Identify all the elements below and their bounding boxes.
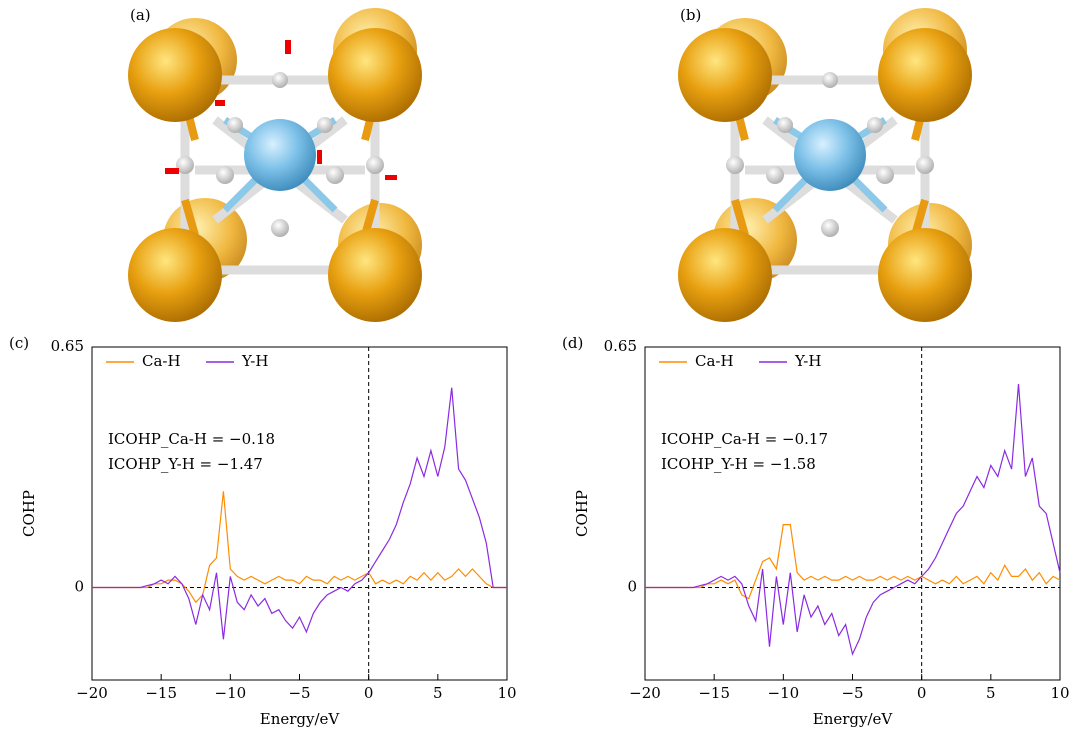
x-tick-label: −15 [145, 684, 177, 702]
x-tick-label: −20 [629, 684, 661, 702]
y-tick-label: 0.65 [51, 337, 84, 355]
y-tick-label: 0.65 [604, 337, 637, 355]
legend-label: Y-H [794, 352, 821, 370]
x-tick-label: −10 [215, 684, 247, 702]
line-series [92, 387, 507, 640]
plot-frame [91, 346, 508, 681]
legend-label: Ca-H [695, 352, 734, 370]
line-series [645, 383, 1061, 656]
plot-frame [644, 346, 1061, 681]
x-tick-label: 5 [433, 684, 443, 702]
x-tick-label: 10 [497, 684, 516, 702]
annotation: ICOHP_Y-H = −1.58 [661, 455, 816, 473]
x-tick-label: −20 [76, 684, 108, 702]
x-axis-label: Energy/eV [813, 710, 894, 728]
line-series [645, 524, 1061, 600]
legend-label: Y-H [241, 352, 268, 370]
x-tick-label: −5 [841, 684, 863, 702]
legend-label: Ca-H [142, 352, 181, 370]
x-tick-label: 10 [1050, 684, 1069, 702]
y-tick-label: 0 [627, 578, 637, 596]
arrows [165, 40, 397, 180]
y-axis-label: COHP [573, 490, 591, 537]
x-tick-label: −5 [288, 684, 310, 702]
x-tick-label: −10 [768, 684, 800, 702]
panel-label: (d) [562, 334, 583, 352]
line-series [92, 491, 507, 604]
x-tick-label: 0 [917, 684, 927, 702]
x-axis-label: Energy/eV [260, 710, 341, 728]
annotation: ICOHP_Y-H = −1.47 [108, 455, 263, 473]
structure-b [678, 8, 972, 322]
annotation: ICOHP_Ca-H = −0.18 [108, 430, 275, 448]
x-tick-label: 5 [986, 684, 996, 702]
y-tick-label: 0 [74, 578, 84, 596]
panel-label: (a) [130, 6, 151, 24]
y-axis-label: COHP [20, 490, 38, 537]
x-tick-label: −15 [698, 684, 730, 702]
panel-label: (c) [9, 334, 29, 352]
x-tick-label: 0 [364, 684, 374, 702]
structure-a [128, 8, 422, 322]
panel-label: (b) [680, 6, 701, 24]
annotation: ICOHP_Ca-H = −0.17 [661, 430, 828, 448]
